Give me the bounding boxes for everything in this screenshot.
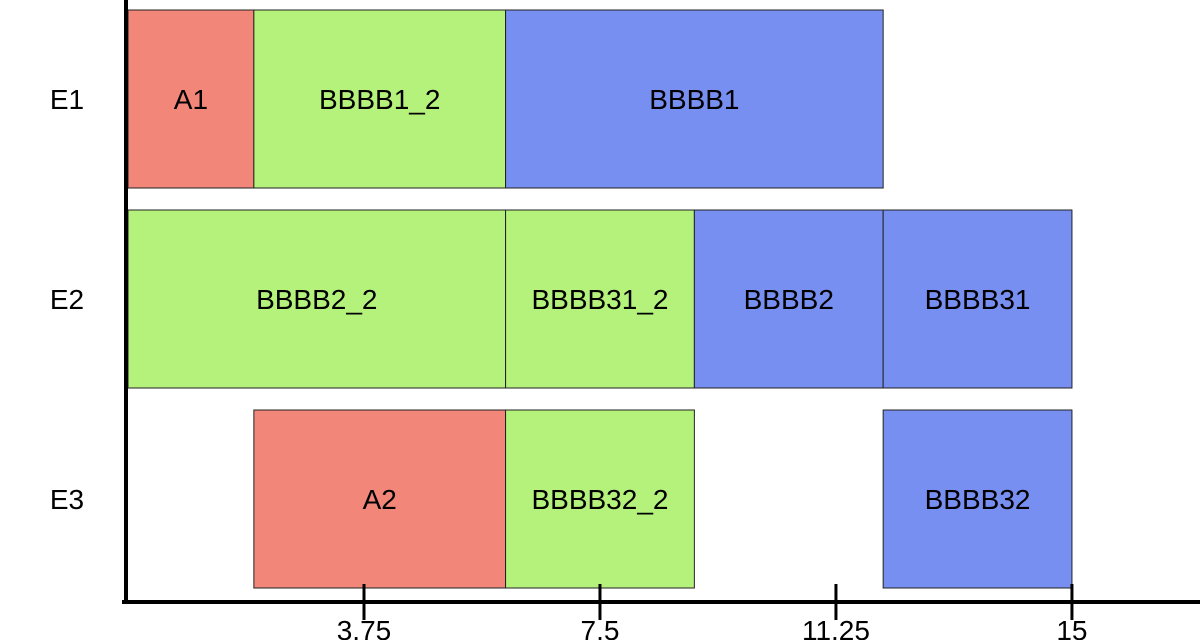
bar-rect xyxy=(693,209,884,389)
x-tick-label: 15 xyxy=(1056,615,1087,640)
bar-label: A1 xyxy=(174,84,208,115)
bar-label: A2 xyxy=(363,484,397,515)
task-bar-bbbb31: BBBB31 xyxy=(882,209,1073,389)
bar-label: BBBB31 xyxy=(925,284,1031,315)
x-tick-label: 3.75 xyxy=(337,615,392,640)
task-bar-bbbb2: BBBB2 xyxy=(693,209,884,389)
task-bar-bbbb1: BBBB1 xyxy=(505,9,884,189)
row-label-e1: E1 xyxy=(50,84,84,115)
bar-label: BBBB1 xyxy=(649,84,739,115)
bar-rect xyxy=(882,209,1073,389)
task-bar-bbbb31-2: BBBB31_2 xyxy=(505,209,695,389)
task-bars: A1 BBBB1_2 BBBB1 BBBB2_2 BBBB31_2 BBBB2 BBBB31… xyxy=(127,9,1073,589)
task-bar-bbbb2-2: BBBB2_2 xyxy=(127,209,507,389)
bar-rect xyxy=(505,9,884,189)
bar-label: BBBB2 xyxy=(744,284,834,315)
axes xyxy=(122,0,1200,604)
bar-rect xyxy=(882,409,1073,589)
bar-label: BBBB2_2 xyxy=(256,284,377,315)
row-labels: E1 E2 E3 xyxy=(50,84,84,515)
bar-rect xyxy=(505,209,695,389)
bar-rect xyxy=(127,209,507,389)
task-bar-a1: A1 xyxy=(127,9,255,189)
task-bar-bbbb32-2: BBBB32_2 xyxy=(505,409,695,589)
row-label-e2: E2 xyxy=(50,284,84,315)
task-bar-bbbb32: BBBB32 xyxy=(882,409,1073,589)
bar-label: BBBB1_2 xyxy=(319,84,440,115)
bar-rect xyxy=(253,409,507,589)
x-tick-label: 7.5 xyxy=(581,615,620,640)
row-label-e3: E3 xyxy=(50,484,84,515)
bar-label: BBBB32 xyxy=(925,484,1031,515)
bar-label: BBBB32_2 xyxy=(531,484,668,515)
bar-label: BBBB31_2 xyxy=(531,284,668,315)
task-bar-bbbb1-2: BBBB1_2 xyxy=(253,9,507,189)
task-bar-a2: A2 xyxy=(253,409,507,589)
bar-rect xyxy=(127,9,255,189)
x-ticks: 3.75 7.5 11.25 15 xyxy=(337,584,1088,640)
bar-rect xyxy=(253,9,507,189)
x-tick-label: 11.25 xyxy=(802,615,870,640)
